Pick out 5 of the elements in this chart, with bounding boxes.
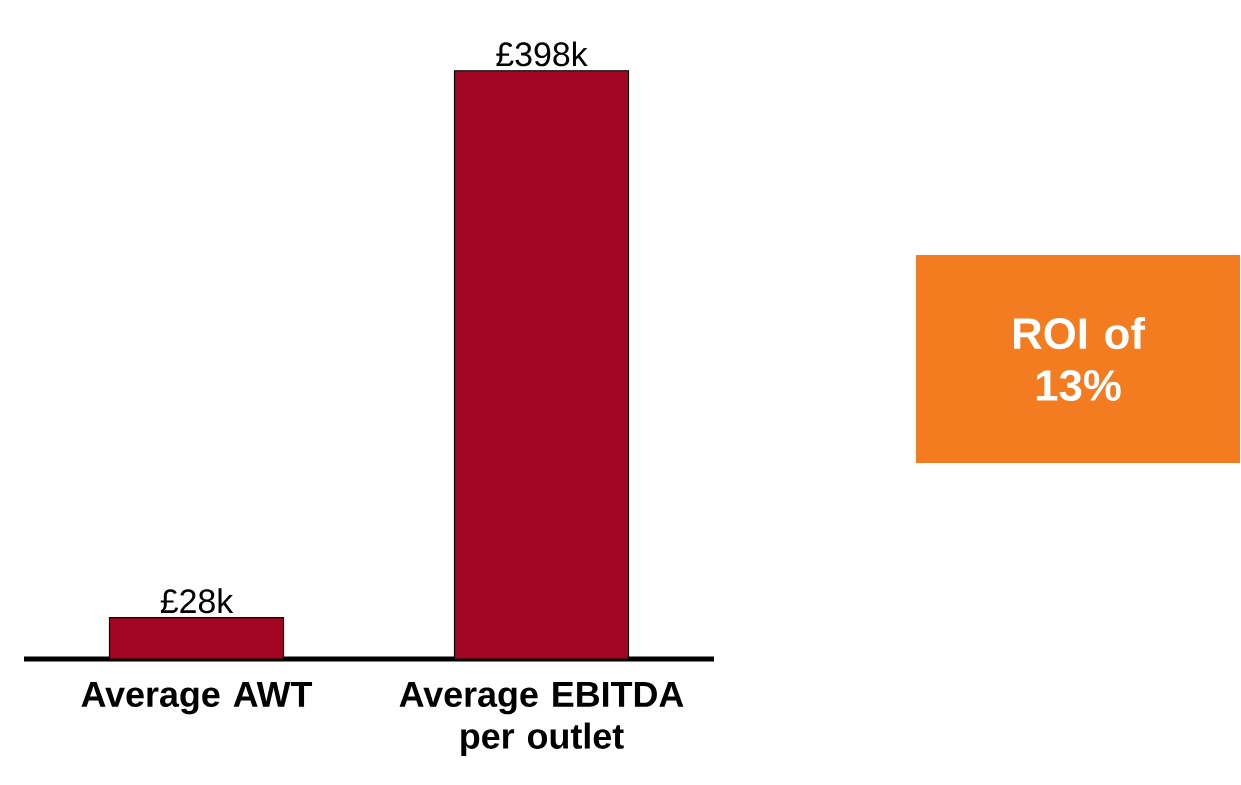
x-tick-label: Average EBITDA per outlet xyxy=(399,682,684,756)
x-tick-label: Average AWT xyxy=(81,682,313,715)
data-label: £28k xyxy=(160,588,234,614)
text: ROI of 13% xyxy=(1013,316,1146,402)
data-label: £398k xyxy=(496,41,588,67)
